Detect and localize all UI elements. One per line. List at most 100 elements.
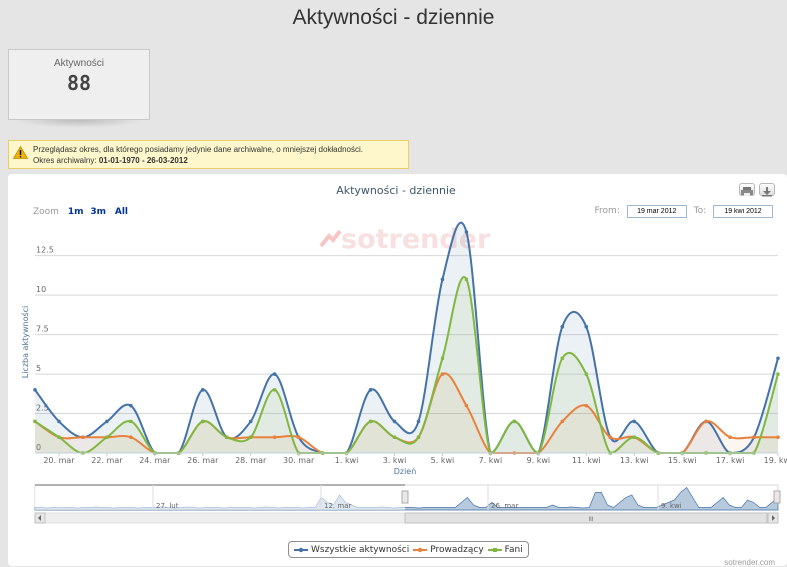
legend-item-all[interactable]: Wszystkie aktywności [294,545,409,555]
data-point-fans [57,435,61,439]
data-point-fans [225,435,229,439]
data-point-fans [392,435,397,439]
y-tick-label: 12.5 [36,246,54,255]
legend-label-all: Wszystkie aktywności [311,544,410,555]
data-point-fans [440,356,445,360]
printer-icon [741,187,753,196]
data-point-fans [464,277,469,281]
series-area-fans [35,277,778,453]
zoom-3m-button[interactable]: 3m [90,207,106,217]
data-point-fans [105,435,109,439]
legend-marker-leaders [413,547,428,552]
data-point-fans [776,372,780,376]
data-point-all [33,388,37,392]
y-tick-label: 5 [36,364,41,373]
data-point-leaders [608,435,613,440]
from-label: From: [594,206,620,216]
data-point-leaders [464,403,469,408]
data-point-leaders [296,435,301,440]
y-tick-label: 7.5 [36,325,49,334]
legend-label-fans: Fani [504,544,523,555]
legend-item-fans[interactable]: Fani [487,544,523,555]
x-tick-label: 20. mar [43,456,75,465]
to-label: To: [693,206,707,216]
series-area-leaders [35,373,778,453]
x-tick-label: 3. kwi [383,456,407,465]
scrollbar-grip: III [588,517,593,523]
x-tick-label: 26. mar [187,456,219,465]
data-point-leaders [752,435,756,440]
export-button[interactable] [759,183,775,197]
zoom-selector: Zoom 1m 3m All [33,207,128,217]
to-date-input[interactable] [713,205,773,218]
warning-period: Okres archiwalny: 01-01-1970 - 26-03-201… [33,156,188,165]
navigator-label: 12. mar [324,502,351,510]
data-point-leaders [129,435,133,440]
data-point-fans [129,419,133,424]
y-tick-label: 0 [36,443,41,452]
watermark-logo-icon [319,229,342,248]
data-point-fans [632,435,636,439]
data-point-leaders [704,419,708,424]
data-point-all [560,324,565,329]
navigator-handle-right [773,490,781,504]
data-point-fans [33,419,37,424]
data-point-all [248,419,253,424]
data-point-leaders [560,419,565,424]
zoom-1m-button[interactable]: 1m [67,207,84,217]
x-tick-label: 7. kwi [479,456,503,465]
chart-credit[interactable]: sotrender.com [724,558,775,567]
data-point-fans [368,419,373,424]
x-axis-title: Dzień [394,467,417,476]
series-line-all [34,221,779,455]
zoom-label: Zoom [33,207,59,217]
x-tick-label: 22. mar [91,456,123,465]
data-point-leaders [584,403,589,408]
data-point-all [416,419,421,424]
y-tick-label: 10 [36,285,46,294]
stat-card-value: 88 [66,71,92,95]
warning-icon [13,146,28,159]
x-tick-label: 19. kwi [764,456,787,465]
zoom-all-button[interactable]: All [114,207,128,217]
data-point-all [632,419,636,424]
legend-marker-fans [487,547,502,552]
data-point-all [464,230,469,234]
data-point-all [584,324,589,329]
download-icon [762,187,772,197]
data-point-leaders [776,435,780,440]
chart-svg: Aktywności - dziennie02.557.51012.5sotre… [20,184,787,524]
data-point-all [129,403,133,408]
chart-panel: Aktywności - dziennie 0 2.5 5 7.5 10 12.5 sotre… [8,174,787,567]
warning-period-label: Okres archiwalny: [33,156,97,165]
x-tick-label: 13. kwi [620,456,649,465]
print-button[interactable] [739,183,755,196]
scroll-left-arrow-icon [38,515,41,521]
chart-legend: Wszystkie aktywności Prowadzący Fani [288,541,529,558]
legend-label-leaders: Prowadzący [430,544,484,555]
page-title: Aktywności - dziennie [292,6,495,29]
x-tick-label: 24. mar [139,456,171,465]
warning-message: Przeglądasz okres, dla którego posiadamy… [33,145,363,154]
x-tick-label: 1. kwi [335,456,359,465]
x-tick-label: 11. kwi [572,456,601,465]
data-point-all [200,388,205,392]
from-date-input[interactable] [626,205,687,218]
series-line-fans [34,276,779,455]
stat-card-shadow [14,120,144,128]
data-point-leaders [440,372,445,376]
x-tick-label: 5. kwi [431,456,455,465]
data-point-all [105,419,109,424]
navigator-label: 26. mar [491,502,518,510]
navigator-mask [35,485,405,510]
y-axis-title: Liczba aktywności [20,306,30,379]
warning-period-value: 01-01-1970 - 26-03-2012 [98,156,188,165]
date-range: From: To: [595,205,777,218]
data-point-all [368,388,373,392]
x-tick-label: 9. kwi [527,456,551,465]
data-point-all [440,277,445,282]
archive-warning: Przeglądasz okres, dla którego posiadamy… [8,140,409,169]
scrollbar-thumb [404,512,768,524]
data-point-fans [249,435,253,439]
legend-item-leaders[interactable]: Prowadzący [413,544,484,555]
